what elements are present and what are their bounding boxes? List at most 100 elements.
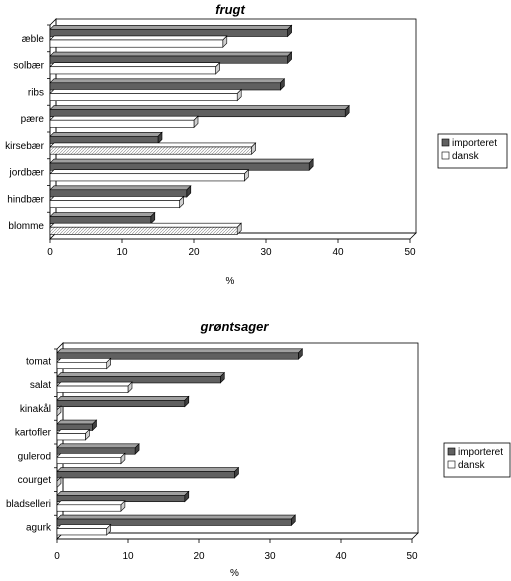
category-label-tomat: tomat: [26, 356, 51, 367]
x-axis-label: %: [226, 276, 235, 287]
bar-dansk-courget: [56, 476, 62, 489]
legend-label-dansk: dansk: [452, 151, 480, 162]
bar-top-face: [56, 381, 133, 387]
bar-importeret-paere: [49, 104, 350, 118]
bar-top-face: [56, 443, 140, 449]
bar-importeret-solbaer: [49, 51, 293, 64]
bar-top-face: [56, 467, 240, 472]
bar-importeret-bladselleri: [56, 490, 190, 503]
x-tick-label: 50: [404, 247, 416, 258]
bar-dansk-gulerod: [56, 452, 126, 465]
bar-front-face: [56, 376, 221, 384]
bar-dansk-kirsebaer: [49, 142, 257, 155]
legend-swatch-importeret: [441, 138, 450, 147]
bar-front-face: [56, 518, 292, 526]
bar-importeret-kinakal: [56, 395, 190, 408]
bar-top-face: [56, 357, 112, 363]
bar-front-face: [49, 39, 224, 48]
bar-front-face: [49, 55, 288, 64]
x-tick-label: 40: [332, 247, 344, 258]
chart-title: grøntsager: [200, 319, 270, 334]
bar-front-face: [49, 119, 195, 128]
bar-dansk-kartofler: [56, 428, 91, 441]
bar-importeret-hindbaer: [49, 185, 192, 198]
bar-front-face: [56, 385, 129, 393]
bar-top-face: [49, 51, 293, 57]
bar-dansk-solbaer: [49, 62, 221, 75]
x-tick-label: 40: [335, 551, 347, 562]
category-label-hindbaer: hindbær: [7, 194, 44, 205]
x-tick-label: 30: [260, 247, 272, 258]
category-label-agurk: agurk: [26, 523, 52, 534]
legend: importeret dansk: [437, 133, 508, 169]
bar-top-face: [49, 89, 242, 94]
bar-top-face: [56, 348, 304, 354]
bar-front-face: [49, 109, 346, 118]
bar-top-face: [49, 142, 257, 148]
bar-dansk-aeble: [49, 35, 228, 48]
bar-front-face: [49, 146, 252, 155]
bar-top-face: [49, 115, 199, 121]
category-label-gulerod: gulerod: [18, 451, 51, 462]
legend-swatch-importeret: [447, 447, 456, 456]
category-label-salat: salat: [30, 380, 51, 391]
bar-front-face: [56, 528, 108, 536]
bar-top-face: [49, 24, 293, 30]
category-label-kinakal: kinakål: [20, 403, 51, 415]
bar-top-face: [49, 105, 350, 110]
bar-front-face: [49, 82, 281, 91]
bar-importeret-kirsebaer: [49, 131, 163, 145]
x-tick-label: 10: [116, 247, 128, 258]
bar-dansk-paere: [49, 115, 199, 129]
bar-dansk-bladselleri: [56, 500, 126, 512]
bar-importeret-kartofler: [56, 419, 98, 432]
bar-top-face: [49, 131, 163, 137]
bar-top-face: [49, 169, 250, 175]
bar-front-face: [56, 456, 122, 465]
bar-top-face: [56, 500, 126, 506]
bar-dansk-tomat: [56, 357, 112, 370]
bar-top-face: [56, 395, 190, 401]
bar-side-face: [56, 476, 62, 489]
x-tick-label: 50: [406, 551, 418, 562]
category-label-paere: pære: [21, 114, 45, 125]
bar-dansk-hindbaer: [49, 195, 185, 209]
bar-dansk-agurk: [56, 523, 112, 536]
x-axis-label: %: [230, 568, 239, 579]
bar-dansk-jordbaer: [49, 169, 250, 182]
bar-front-face: [56, 471, 235, 479]
legend-box: [437, 133, 508, 169]
category-label-kirsebaer: kirsebær: [5, 141, 45, 152]
category-label-bladselleri: bladselleri: [6, 499, 51, 510]
axis-floor: [56, 532, 419, 540]
bar-importeret-ribs: [49, 78, 286, 91]
bar-front-face: [49, 226, 238, 235]
bar-importeret-jordbaer: [49, 158, 314, 171]
bar-front-face: [56, 433, 86, 441]
x-tick-label: 20: [188, 247, 200, 258]
bar-top-face: [56, 490, 190, 496]
bar-top-face: [49, 185, 192, 191]
category-label-ribs: ribs: [28, 87, 44, 98]
bar-top-face: [56, 514, 297, 520]
bar-top-face: [56, 372, 226, 377]
x-tick-label: 0: [47, 247, 53, 258]
bar-dansk-kinakal: [56, 405, 62, 417]
bar-dansk-ribs: [49, 88, 242, 102]
legend: importeret dansk: [443, 442, 511, 478]
legend-label-dansk: dansk: [458, 460, 486, 471]
bar-importeret-salat: [56, 371, 226, 384]
bar-top-face: [49, 62, 221, 68]
bar-front-face: [49, 216, 152, 225]
bar-front-face: [49, 200, 180, 209]
category-label-jordbaer: jordbær: [9, 168, 45, 179]
bar-importeret-tomat: [56, 348, 304, 360]
bar-front-face: [56, 361, 108, 370]
bar-front-face: [56, 504, 122, 512]
legend-swatch-dansk: [447, 460, 456, 469]
bar-top-face: [49, 78, 286, 84]
bar-importeret-courget: [56, 466, 240, 479]
bar-importeret-aeble: [49, 24, 293, 38]
bar-dansk-salat: [56, 381, 133, 394]
